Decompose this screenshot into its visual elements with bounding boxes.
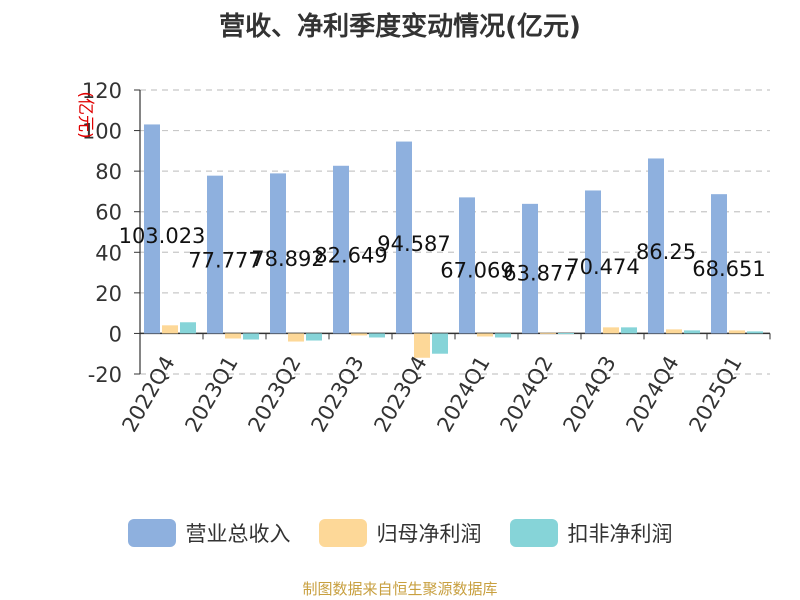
legend-label-revenue: 营业总收入 <box>185 522 291 546</box>
bar-series0-2024Q1 <box>459 197 475 334</box>
data-label: 86.25 <box>636 240 696 264</box>
y-tick-label: 60 <box>95 201 122 225</box>
bar-series1-2023Q1 <box>225 333 241 339</box>
legend-swatch-deducted-profit <box>509 519 558 547</box>
x-tick-label: 2023Q1 <box>180 352 242 436</box>
legend-label-net-profit: 归母净利润 <box>376 522 482 546</box>
bar-series0-2023Q3 <box>333 165 349 334</box>
y-tick-label: 20 <box>95 282 122 306</box>
chart-title: 营收、净利季度变动情况(亿元) <box>219 12 581 42</box>
bar-series1-2022Q4 <box>162 325 178 334</box>
legend: 营业总收入 归母净利润 扣非净利润 <box>0 518 800 548</box>
y-tick-label: 100 <box>82 120 122 144</box>
bar-series0-2024Q3 <box>585 190 601 334</box>
bar-series0-2025Q1 <box>711 194 727 334</box>
bar-series2-2025Q1 <box>747 331 763 334</box>
x-tick-label: 2025Q1 <box>684 352 746 436</box>
bar-series2-2023Q1 <box>243 333 259 340</box>
legend-item-deducted-profit[interactable]: 扣非净利润 <box>509 518 673 548</box>
x-tick-label: 2024Q1 <box>432 352 494 436</box>
bar-series1-2024Q1 <box>477 333 493 337</box>
bar-series1-2024Q2 <box>540 332 556 334</box>
bar-series2-2024Q4 <box>684 330 700 334</box>
data-label: 63.877 <box>503 262 576 286</box>
x-tick-label: 2023Q2 <box>243 352 305 436</box>
y-tick-label: 120 <box>82 79 122 103</box>
y-tick-label: 0 <box>109 322 122 346</box>
data-label: 67.069 <box>440 258 513 282</box>
bar-series0-2023Q1 <box>207 175 223 334</box>
y-tick-label: -20 <box>88 363 122 387</box>
data-label: 82.649 <box>314 244 387 268</box>
bar-series2-2023Q3 <box>369 333 385 338</box>
bar-series1-2023Q3 <box>351 333 367 336</box>
x-tick-label: 2022Q4 <box>117 352 179 436</box>
data-label: 77.777 <box>188 248 261 272</box>
bar-series1-2023Q2 <box>288 333 304 342</box>
legend-item-net-profit[interactable]: 归母净利润 <box>318 518 482 548</box>
data-label: 94.587 <box>377 232 450 256</box>
bar-series2-2023Q2 <box>306 333 322 341</box>
bar-series1-2023Q4 <box>414 333 430 358</box>
x-tick-label: 2023Q4 <box>369 352 431 436</box>
bar-series2-2022Q4 <box>180 322 196 334</box>
bar-series0-2024Q4 <box>648 158 664 334</box>
x-tick-label: 2024Q4 <box>621 352 683 436</box>
bar-series1-2025Q1 <box>729 330 745 334</box>
bar-series2-2024Q2 <box>558 333 574 335</box>
legend-item-revenue[interactable]: 营业总收入 <box>127 518 291 548</box>
data-label: 70.474 <box>566 255 639 279</box>
y-tick-label: 40 <box>95 241 122 265</box>
bar-series1-2024Q3 <box>603 327 619 334</box>
bar-series1-2024Q4 <box>666 329 682 334</box>
data-label: 103.023 <box>119 224 206 248</box>
legend-swatch-net-profit <box>318 519 367 547</box>
y-axis-label: (亿元) <box>75 91 95 138</box>
bar-series0-2022Q4 <box>144 124 160 334</box>
bar-chart: -20 0 20 40 60 80 100 120(亿元) 2022Q4 103.023 2023Q… <box>75 79 771 436</box>
bar-series2-2024Q1 <box>495 333 511 338</box>
x-tick-label: 2024Q2 <box>495 352 557 436</box>
data-label: 68.651 <box>692 257 765 281</box>
data-label: 78.892 <box>251 247 324 271</box>
bar-series0-2023Q4 <box>396 141 412 334</box>
x-tick-label: 2024Q3 <box>558 352 620 436</box>
bar-series0-2023Q2 <box>270 173 286 334</box>
source-note: 制图数据来自恒生聚源数据库 <box>302 580 498 598</box>
x-tick-label: 2023Q3 <box>306 352 368 436</box>
bar-series2-2023Q4 <box>432 333 448 354</box>
legend-swatch-revenue <box>127 519 176 547</box>
legend-label-deducted-profit: 扣非净利润 <box>567 522 673 546</box>
bar-series0-2024Q2 <box>522 203 538 334</box>
y-tick-label: 80 <box>95 160 122 184</box>
bar-series2-2024Q3 <box>621 327 637 334</box>
